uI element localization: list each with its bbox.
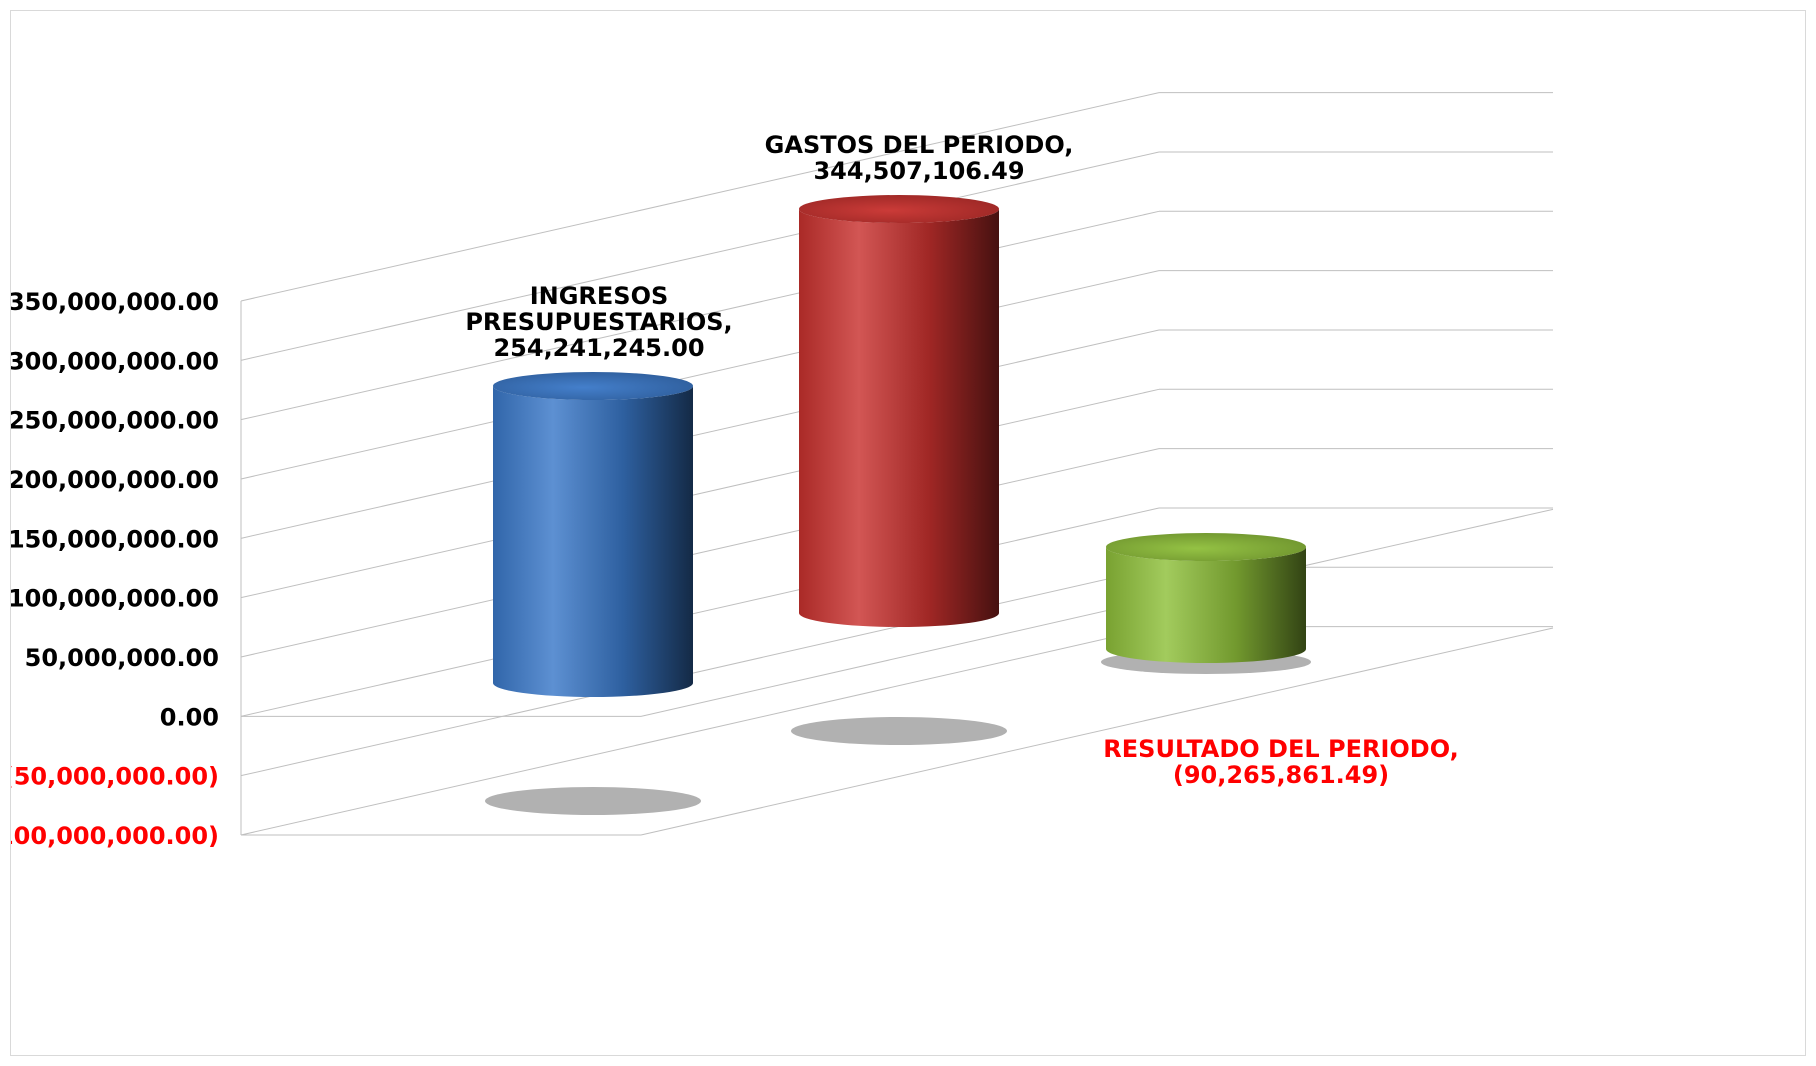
gridline-side xyxy=(240,507,1160,717)
y-tick-label: 150,000,000.00 xyxy=(11,525,219,553)
y-tick-label: 100,000,000.00 xyxy=(11,585,219,613)
bar-top xyxy=(799,195,999,223)
bar-3 xyxy=(1106,533,1306,663)
y-tick-label: 300,000,000.00 xyxy=(11,347,219,375)
grid-layer xyxy=(240,92,1554,836)
gridline-side xyxy=(240,448,1160,658)
bar-body xyxy=(493,386,693,697)
bar-shadow xyxy=(791,717,1007,745)
zero-plane-right-edge xyxy=(640,508,1554,717)
chart-svg: 350,000,000.00 300,000,000.00 250,000,000.… xyxy=(11,92,1554,850)
y-tick-label: 0.00 xyxy=(160,703,219,731)
data-label-layer: INGRESOS PRESUPUESTARIOS, 254,241,245.00 GA… xyxy=(465,131,1458,789)
floor-right-edge xyxy=(640,627,1554,836)
bar-2 xyxy=(799,195,999,627)
bar-body xyxy=(799,209,999,627)
gridline-side xyxy=(240,151,1160,361)
data-label-3: RESULTADO DEL PERIODO, (90,265,861.49) xyxy=(1103,735,1458,789)
y-tick-label: (100,000,000.00) xyxy=(11,822,219,850)
gridline-side xyxy=(240,270,1160,480)
y-tick-label: 200,000,000.00 xyxy=(11,466,219,494)
gridline-side xyxy=(240,566,1160,777)
chart-frame: 350,000,000.00 300,000,000.00 250,000,000.… xyxy=(10,10,1806,1056)
bar-top xyxy=(493,372,693,400)
gridline-side xyxy=(240,210,1160,421)
y-tick-label: 350,000,000.00 xyxy=(11,288,219,316)
y-tick-label: (50,000,000.00) xyxy=(11,763,219,791)
gridline-side xyxy=(240,388,1160,599)
bar-layer xyxy=(493,195,1306,697)
bar-top xyxy=(1106,533,1306,561)
y-tick-label: 50,000,000.00 xyxy=(25,644,219,672)
bar-1 xyxy=(493,372,693,697)
bar-body xyxy=(1106,547,1306,663)
gridline-side xyxy=(240,92,1160,302)
gridline-side xyxy=(240,329,1160,539)
y-axis-tick-labels: 350,000,000.00 300,000,000.00 250,000,000.… xyxy=(11,288,219,850)
y-tick-label: 250,000,000.00 xyxy=(11,407,219,435)
bar-shadow xyxy=(485,787,701,815)
data-label-1: INGRESOS PRESUPUESTARIOS, 254,241,245.00 xyxy=(465,282,732,362)
gridline-side xyxy=(240,626,1160,836)
data-label-2: GASTOS DEL PERIODO, 344,507,106.49 xyxy=(765,131,1074,185)
